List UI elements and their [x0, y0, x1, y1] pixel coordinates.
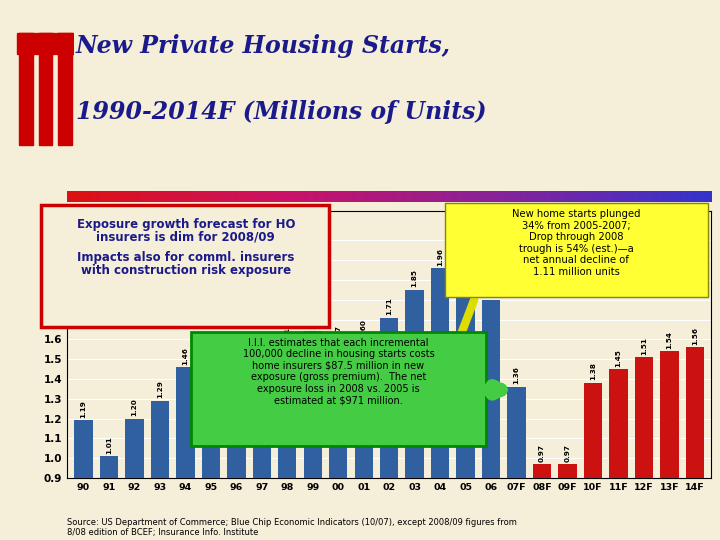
- Text: 1990-2014F (Millions of Units): 1990-2014F (Millions of Units): [76, 100, 486, 124]
- Bar: [202, 389, 220, 540]
- Text: Source: US Department of Commerce; Blue Chip Economic Indicators (10/07), except: Source: US Department of Commerce; Blue …: [67, 518, 517, 537]
- Text: 1.46: 1.46: [182, 347, 189, 364]
- Text: 1.45: 1.45: [616, 349, 621, 367]
- Bar: [253, 365, 271, 540]
- Text: New Private Housing Starts,: New Private Housing Starts,: [76, 33, 451, 58]
- Text: 1.19: 1.19: [81, 400, 86, 418]
- Bar: [508, 387, 526, 540]
- Text: 1.64: 1.64: [310, 311, 316, 329]
- Text: 1.01: 1.01: [106, 436, 112, 454]
- Text: I.I.I. estimates that each incremental
100,000 decline in housing starts costs
h: I.I.I. estimates that each incremental 1…: [243, 338, 434, 406]
- Polygon shape: [39, 33, 52, 145]
- Bar: [431, 268, 449, 540]
- Text: 1.36: 1.36: [513, 367, 520, 384]
- Bar: [380, 318, 398, 540]
- Text: 0.97: 0.97: [564, 444, 570, 462]
- Text: 1.96: 1.96: [437, 248, 443, 266]
- Bar: [660, 351, 678, 540]
- Text: with construction risk exposure: with construction risk exposure: [81, 264, 291, 276]
- Text: 1.35: 1.35: [208, 368, 214, 387]
- Polygon shape: [17, 33, 35, 55]
- Bar: [533, 464, 551, 540]
- Bar: [228, 363, 246, 540]
- Polygon shape: [56, 33, 74, 55]
- Bar: [456, 246, 474, 540]
- Text: 1.54: 1.54: [666, 331, 672, 349]
- Text: 1.71: 1.71: [386, 298, 392, 315]
- Bar: [329, 345, 347, 540]
- Text: Impacts also for comml. insurers: Impacts also for comml. insurers: [77, 251, 294, 264]
- Bar: [584, 383, 602, 540]
- Text: 1.38: 1.38: [590, 362, 596, 381]
- Text: 1.20: 1.20: [132, 399, 138, 416]
- Text: 1.62: 1.62: [284, 315, 290, 333]
- Bar: [100, 456, 118, 540]
- Bar: [278, 335, 297, 540]
- Text: 1.48: 1.48: [233, 343, 239, 361]
- Polygon shape: [58, 33, 72, 145]
- Bar: [176, 367, 194, 540]
- Bar: [558, 464, 577, 540]
- Text: 1.56: 1.56: [692, 327, 698, 345]
- Bar: [685, 347, 704, 540]
- Bar: [354, 339, 373, 540]
- Text: 1.85: 1.85: [412, 269, 418, 287]
- Text: 1.80: 1.80: [488, 279, 494, 298]
- Text: 1.57: 1.57: [336, 325, 341, 343]
- Bar: [635, 357, 653, 540]
- Text: 1.29: 1.29: [157, 380, 163, 399]
- Bar: [304, 332, 322, 540]
- Text: 0.97: 0.97: [539, 444, 545, 462]
- Bar: [125, 418, 143, 540]
- Polygon shape: [36, 33, 55, 55]
- Bar: [150, 401, 169, 540]
- Polygon shape: [19, 33, 32, 145]
- Text: insurers is dim for 2008/09: insurers is dim for 2008/09: [96, 230, 275, 243]
- Text: 2.07: 2.07: [462, 226, 469, 244]
- Bar: [405, 290, 424, 540]
- Text: 1.51: 1.51: [641, 337, 647, 355]
- Text: 1.47: 1.47: [258, 345, 265, 363]
- Text: New home starts plunged
34% from 2005-2007;
Drop through 2008
trough is 54% (est: New home starts plunged 34% from 2005-20…: [512, 209, 640, 277]
- Text: 1.60: 1.60: [361, 319, 366, 337]
- Bar: [609, 369, 628, 540]
- Bar: [482, 300, 500, 540]
- Text: Exposure growth forecast for HO: Exposure growth forecast for HO: [76, 218, 295, 231]
- Bar: [74, 421, 93, 540]
